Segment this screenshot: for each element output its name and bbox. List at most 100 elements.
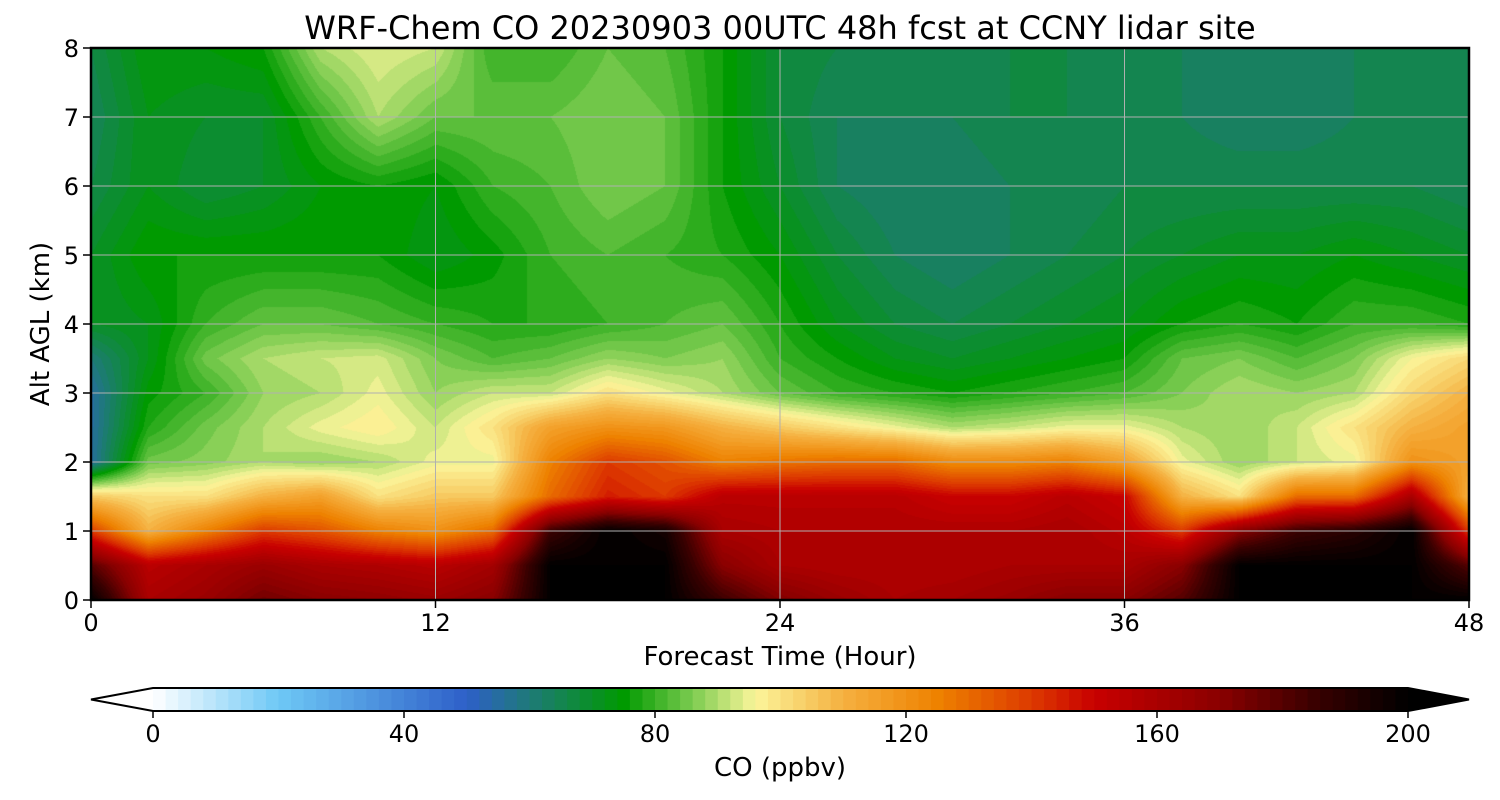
colorbar-level [153,688,167,711]
colorbar-level [1244,688,1258,711]
colorbar-level [454,688,468,711]
colorbar-level [366,688,380,711]
colorbar-level [316,688,330,711]
colorbar [90,687,1470,712]
colorbar-level [1182,688,1196,711]
y-tick-label: 3 [64,380,79,408]
colorbar-level [993,688,1007,711]
colorbar-level [1044,688,1058,711]
colorbar-level [479,688,493,711]
colorbar-level [818,688,832,711]
colorbar-level [1056,688,1070,711]
colorbar-level [742,688,756,711]
colorbar-level [1382,688,1397,711]
colorbar-level [391,688,405,711]
y-tick-label: 6 [64,173,79,201]
colorbar-level [516,688,531,711]
colorbar-level [1307,688,1321,711]
colorbar-level [265,688,280,711]
colorbar-level [906,688,920,711]
colorbar-level [1094,688,1108,711]
colorbar-level [1332,688,1346,711]
colorbar-level [416,688,430,711]
colorbar-label: CO (ppbv) [714,753,846,783]
colorbar-level [1169,688,1183,711]
colorbar-level [542,688,556,711]
colorbar-level [617,688,631,711]
colorbar-level [843,688,857,711]
colorbar-level [855,688,869,711]
x-tick-label: 12 [420,609,451,637]
x-tick-label: 36 [1109,609,1140,637]
colorbar-level [629,688,644,711]
colorbar-level [1081,688,1095,711]
colorbar-level [253,688,267,711]
colorbar-level [190,688,204,711]
colorbar-ticks: 0 40 80 120 160 200 [145,711,1431,748]
colorbar-level [880,688,895,711]
colorbar-level [1282,688,1296,711]
colorbar-level [968,688,982,711]
colorbar-level [1131,688,1146,711]
colorbar-level [642,688,656,711]
colorbar-level [466,688,480,711]
y-axis-label: Alt AGL (km) [26,242,56,406]
colorbar-level [918,688,932,711]
colorbar-extend-max [1408,688,1469,711]
colorbar-level [717,688,731,711]
colorbar-level [491,688,505,711]
colorbar-level [1006,688,1020,711]
grid [91,48,1469,600]
colorbar-level [303,688,317,711]
colorbar-level [1207,688,1221,711]
colorbar-level [1295,688,1309,711]
colorbar-level [554,688,568,711]
x-axis-label: Forecast Time (Hour) [643,642,916,672]
colorbar-level [1232,688,1246,711]
colorbar-level [567,688,581,711]
colorbar-level [592,688,606,711]
colorbar-level [1395,688,1409,711]
colorbar-level [805,688,819,711]
colorbar-level [893,688,907,711]
colorbar-level [1257,688,1271,711]
colorbar-tick-label: 160 [1134,720,1180,748]
colorbar-level [793,688,807,711]
colorbar-level [1219,688,1233,711]
colorbar-level [1106,688,1120,711]
colorbar-level [705,688,719,711]
colorbar-level [692,688,706,711]
colorbar-level [1031,688,1045,711]
y-tick-label: 4 [64,311,79,339]
colorbar-level [868,688,882,711]
colorbar-level [981,688,995,711]
colorbar-level [1069,688,1083,711]
colorbar-level [353,688,367,711]
colorbar-level [1320,688,1334,711]
colorbar-tick-label: 120 [883,720,929,748]
y-tick-label: 1 [64,518,79,546]
colorbar-level [667,688,681,711]
colorbar-level [215,688,229,711]
colorbar-level [278,688,292,711]
colorbar-level [404,688,418,711]
colorbar-level [328,688,342,711]
colorbar-level [1345,688,1359,711]
y-axis: 0 1 2 3 4 5 6 7 8 [64,35,91,615]
colorbar-level [429,688,443,711]
colorbar-level [956,688,970,711]
x-axis: 0 12 24 36 48 [83,600,1484,637]
colorbar-level [1357,688,1371,711]
y-tick-label: 7 [64,104,79,132]
colorbar-level [529,688,543,711]
colorbar-tick-label: 80 [640,720,671,748]
colorbar-level [830,688,844,711]
colorbar-tick-label: 200 [1385,720,1431,748]
colorbar-level [680,688,694,711]
colorbar-level [291,688,305,711]
colorbar-level [341,688,355,711]
colorbar-level [943,688,957,711]
colorbar-level [780,688,794,711]
colorbar-tick-label: 40 [389,720,420,748]
